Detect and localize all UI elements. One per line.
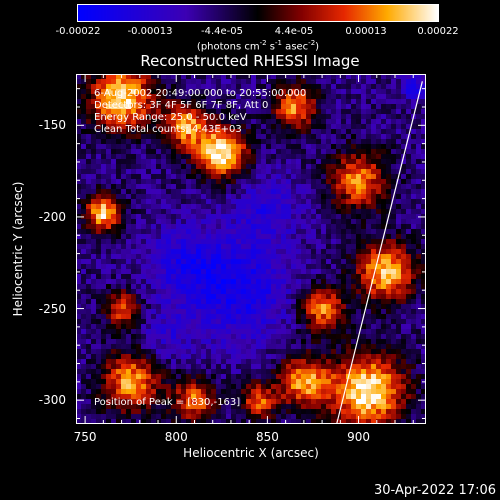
y-tick-label: -300 [38, 393, 66, 408]
y-tick-label: -250 [38, 301, 66, 316]
solar-limb-line [336, 81, 423, 424]
colorbar-tick-0: -0.00022 [55, 26, 101, 37]
plot-border [76, 74, 426, 424]
colorbar-unit-label: (photons cm-2 s-1 asec-2) [196, 39, 320, 53]
x-tick-label: 800 [164, 430, 188, 444]
plot-frame [76, 74, 426, 424]
timestamp: 30-Apr-2022 17:06 [374, 483, 496, 498]
colorbar-tick-1: -0.00013 [127, 26, 173, 37]
rhessi-heatmap [76, 74, 426, 424]
colorbar-tick-5: 0.00022 [417, 26, 459, 37]
info-time-range: 6-Aug-2002 20:49:00.000 to 20:55:00.000 [94, 88, 307, 99]
colorbar [77, 4, 439, 22]
colorbar-tick-3: 4.4e-05 [274, 26, 314, 37]
x-tick-label: 750 [73, 430, 97, 444]
colorbar-tick-2: -4.4e-05 [201, 26, 243, 37]
plot-area [76, 74, 426, 424]
peak-position-label: Position of Peak = [830,-163] [94, 397, 241, 408]
x-tick-label: 850 [255, 430, 279, 444]
y-tick-label: -150 [38, 118, 66, 133]
x-axis-label: Heliocentric X (arcsec) [183, 446, 319, 460]
info-energy-range: Energy Range: 25.0 - 50.0 keV [94, 112, 247, 123]
chart-title: Reconstructed RHESSI Image [140, 52, 360, 70]
y-tick-label: -200 [38, 209, 66, 224]
colorbar-tick-4: 0.00013 [345, 26, 387, 37]
info-total-counts: Clean Total counts: 4.43E+03 [94, 124, 242, 135]
x-tick-label: 900 [347, 430, 370, 444]
info-detectors: Detectors: 3F 4F 5F 6F 7F 8F, Att 0 [94, 100, 269, 111]
y-axis-label: Heliocentric Y (arcsec) [11, 181, 25, 317]
